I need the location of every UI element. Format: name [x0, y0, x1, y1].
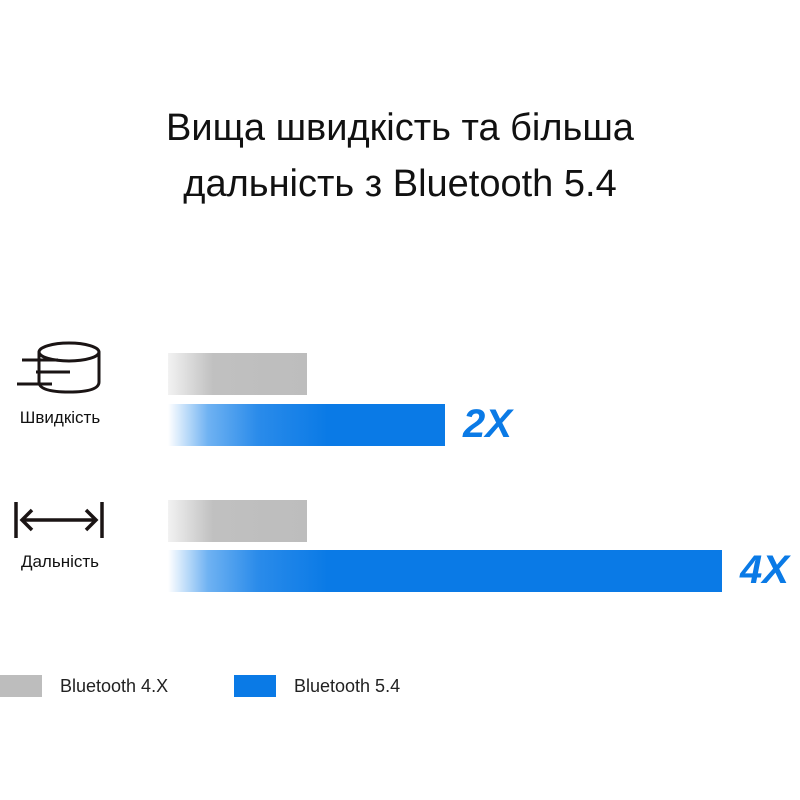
bar-bt54-1 [168, 550, 722, 592]
bar-bt4x-0 [168, 353, 307, 395]
bar-bt4x-1 [168, 500, 307, 542]
category-label: Дальність [20, 552, 100, 571]
legend-swatch [234, 675, 276, 697]
category-label: Швидкість [19, 408, 101, 427]
database-speed-icon [17, 341, 101, 394]
page-title: Вища швидкість та більша дальність з Blu… [0, 100, 800, 212]
legend-label: Bluetooth 5.4 [294, 676, 401, 696]
title-line-1: Вища швидкість та більша [166, 107, 634, 149]
range-arrow-icon [14, 502, 104, 538]
bar-bt54-0 [168, 404, 445, 446]
legend-swatch [0, 675, 42, 697]
multiplier-label: 2X [463, 402, 512, 446]
legend-label: Bluetooth 4.X [60, 676, 169, 696]
title-line-2: дальність з Bluetooth 5.4 [183, 163, 617, 205]
multiplier-label: 4X [740, 548, 789, 592]
